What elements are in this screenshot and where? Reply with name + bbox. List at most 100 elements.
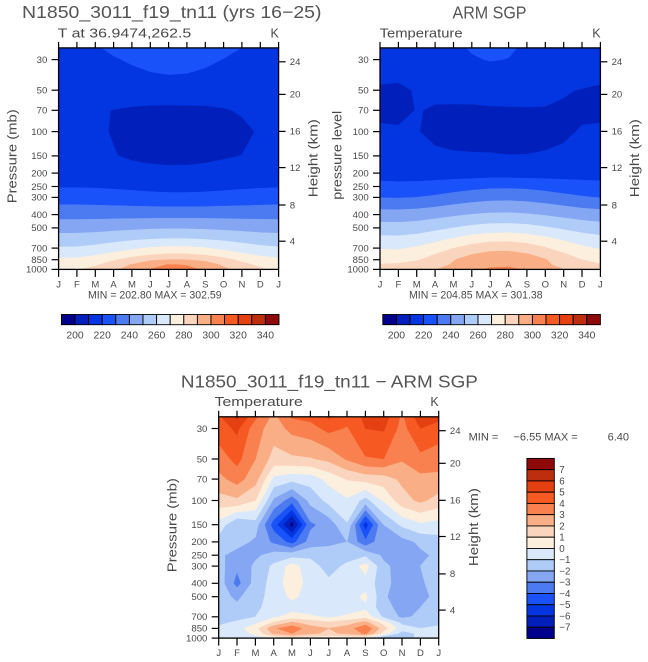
svg-text:320: 320 <box>551 330 569 341</box>
svg-text:T at 36.9474,262.5: T at 36.9474,262.5 <box>58 26 192 40</box>
svg-text:24: 24 <box>450 426 461 437</box>
svg-text:700: 700 <box>191 612 207 623</box>
svg-text:400: 400 <box>31 210 47 221</box>
svg-text:700: 700 <box>31 243 47 254</box>
svg-text:700: 700 <box>353 243 369 254</box>
svg-text:250: 250 <box>353 182 369 193</box>
svg-text:J: J <box>469 279 474 290</box>
svg-text:500: 500 <box>191 592 207 603</box>
svg-text:−4: −4 <box>559 589 571 600</box>
svg-text:340: 340 <box>578 330 596 341</box>
svg-text:M: M <box>251 648 259 659</box>
svg-text:12: 12 <box>450 532 461 543</box>
svg-text:−6: −6 <box>559 612 571 623</box>
svg-text:O: O <box>380 648 387 659</box>
svg-text:6: 6 <box>559 476 565 487</box>
svg-text:50: 50 <box>37 86 48 97</box>
svg-text:250: 250 <box>31 182 47 193</box>
svg-text:1000: 1000 <box>347 265 368 276</box>
svg-text:A: A <box>110 279 117 290</box>
svg-text:100: 100 <box>31 127 47 138</box>
svg-text:200: 200 <box>66 330 84 341</box>
svg-text:M: M <box>91 279 99 290</box>
svg-text:K: K <box>270 26 279 40</box>
svg-text:340: 340 <box>257 330 275 341</box>
svg-text:A: A <box>271 648 278 659</box>
svg-text:200: 200 <box>191 537 207 548</box>
svg-text:N1850_3011_f19_tn11 − ARM SGP: N1850_3011_f19_tn11 − ARM SGP <box>181 371 478 391</box>
svg-text:A: A <box>344 648 351 659</box>
svg-text:240: 240 <box>121 330 139 341</box>
svg-text:N1850_3011_f19_tn11 (yrs 16−25: N1850_3011_f19_tn11 (yrs 16−25) <box>22 2 322 22</box>
svg-text:D: D <box>579 279 586 290</box>
svg-text:400: 400 <box>353 210 369 221</box>
svg-text:J: J <box>166 279 171 290</box>
svg-text:12: 12 <box>290 163 301 174</box>
svg-text:30: 30 <box>358 55 369 66</box>
svg-text:MIN = 204.85 MAX = 301.38: MIN = 204.85 MAX = 301.38 <box>409 290 543 302</box>
svg-text:0: 0 <box>559 544 565 555</box>
svg-text:70: 70 <box>358 106 369 117</box>
svg-text:O: O <box>220 279 227 290</box>
svg-text:J: J <box>488 279 493 290</box>
svg-text:8: 8 <box>290 200 295 211</box>
svg-text:D: D <box>257 279 264 290</box>
svg-text:J: J <box>436 648 441 659</box>
svg-text:Temperature: Temperature <box>380 26 463 40</box>
svg-text:N: N <box>238 279 245 290</box>
svg-text:−3: −3 <box>559 578 571 589</box>
svg-text:4: 4 <box>559 499 565 510</box>
svg-text:100: 100 <box>191 496 207 507</box>
svg-text:24: 24 <box>612 57 623 68</box>
svg-text:ARM SGP: ARM SGP <box>453 3 527 23</box>
svg-text:20: 20 <box>612 90 623 101</box>
svg-text:Pressure (mb): Pressure (mb) <box>166 478 180 572</box>
svg-text:300: 300 <box>202 330 220 341</box>
svg-text:500: 500 <box>31 223 47 234</box>
svg-text:−1: −1 <box>559 555 570 566</box>
svg-text:12: 12 <box>612 163 623 174</box>
svg-text:50: 50 <box>358 86 369 97</box>
svg-text:320: 320 <box>230 330 248 341</box>
svg-text:Height (km): Height (km) <box>467 488 481 566</box>
svg-text:260: 260 <box>148 330 166 341</box>
svg-text:300: 300 <box>31 193 47 204</box>
svg-text:200: 200 <box>388 330 406 341</box>
svg-text:220: 220 <box>415 330 433 341</box>
svg-text:Height (km): Height (km) <box>307 119 321 197</box>
svg-text:50: 50 <box>197 454 208 465</box>
svg-text:250: 250 <box>191 551 207 562</box>
svg-text:100: 100 <box>353 127 369 138</box>
svg-text:K: K <box>430 395 439 409</box>
svg-text:J: J <box>598 279 603 290</box>
svg-text:J: J <box>216 648 221 659</box>
svg-text:D: D <box>417 648 424 659</box>
svg-text:MIN =: MIN = <box>469 432 499 444</box>
svg-text:30: 30 <box>197 424 208 435</box>
svg-text:M: M <box>450 279 458 290</box>
svg-text:280: 280 <box>497 330 515 341</box>
svg-text:70: 70 <box>37 106 48 117</box>
svg-text:M: M <box>128 279 136 290</box>
svg-text:J: J <box>326 648 331 659</box>
svg-text:850: 850 <box>191 624 207 635</box>
svg-text:F: F <box>234 648 240 659</box>
svg-text:J: J <box>148 279 153 290</box>
svg-text:5: 5 <box>559 488 565 499</box>
svg-text:MIN = 202.80 MAX = 302.59: MIN = 202.80 MAX = 302.59 <box>88 290 222 302</box>
svg-text:1000: 1000 <box>186 633 207 644</box>
svg-text:J: J <box>276 279 281 290</box>
svg-text:400: 400 <box>191 579 207 590</box>
svg-text:F: F <box>395 279 401 290</box>
svg-text:S: S <box>524 279 530 290</box>
svg-text:300: 300 <box>353 193 369 204</box>
svg-text:20: 20 <box>450 459 461 470</box>
svg-text:7: 7 <box>559 465 564 476</box>
svg-text:N: N <box>399 648 406 659</box>
svg-text:150: 150 <box>353 151 369 162</box>
svg-text:24: 24 <box>290 57 301 68</box>
svg-text:300: 300 <box>524 330 542 341</box>
svg-text:O: O <box>542 279 549 290</box>
svg-text:150: 150 <box>31 151 47 162</box>
svg-text:K: K <box>592 26 601 40</box>
